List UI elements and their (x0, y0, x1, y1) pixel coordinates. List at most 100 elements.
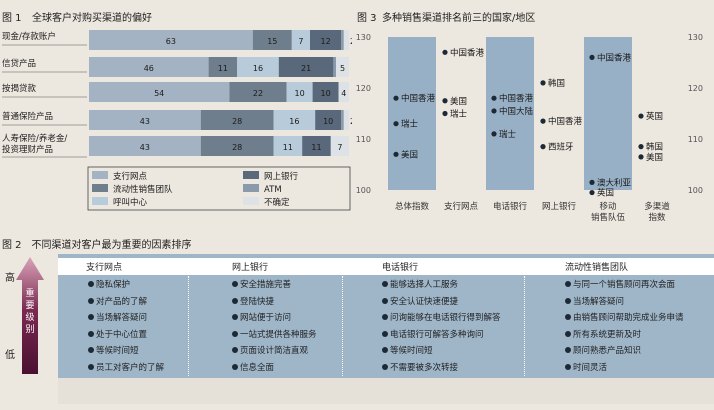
fig1-bar-segment (310, 30, 342, 50)
fig3-point-label: 韩国 (646, 142, 663, 153)
fig1-bar-segment (200, 136, 274, 156)
fig1-bar-segment (89, 110, 201, 130)
fig3-point (540, 118, 546, 124)
fig1-bar-segment (237, 57, 279, 77)
fig1-value-label: 16 (253, 64, 263, 73)
factor-item: 顾问熟悉产品知识 (565, 343, 684, 360)
importance-axis-char: 别 (25, 324, 34, 335)
fig1-bar-segment (338, 82, 349, 102)
fig3-point (638, 144, 644, 150)
fig1-legend-label: 不确定 (264, 197, 290, 208)
fig1-bar-segment (208, 57, 238, 77)
fig1-value-label: 7 (298, 37, 303, 46)
bullet-icon (565, 297, 571, 304)
factor-item-text: 网站便于访问 (240, 313, 292, 323)
fig3-point-label: 美国 (646, 152, 663, 163)
fig3-point (540, 144, 546, 150)
factor-item: 时间灵活 (565, 360, 684, 377)
fig1-value-label: 10 (321, 89, 331, 98)
fig2-title: 不同渠道对客户最为重要的因素排序 (31, 240, 192, 251)
col-header-phone: 电话银行 (382, 263, 419, 273)
fig3-x-label: 移动 (599, 201, 617, 212)
fig3-point-label: 澳大利亚 (597, 177, 632, 188)
factor-item-text: 与同一个销售顾问再次会面 (573, 280, 676, 290)
fig1-category-label: 投资理财产品 (2, 144, 53, 155)
factor-item-text: 安全认证快速便捷 (390, 296, 459, 307)
fig1-bar-segment (273, 136, 303, 156)
bullet-icon (88, 330, 94, 337)
fig3-point-label: 韩国 (548, 78, 565, 89)
factor-item-text: 能够选择人工服务 (390, 280, 459, 290)
factor-table-header: 支行网点 网上银行 电话银行 流动性销售团队 (58, 258, 714, 275)
bullet-icon (88, 297, 94, 304)
bullet-icon (382, 347, 388, 353)
fig1-bar-segment (89, 57, 209, 77)
bullet-icon (382, 281, 388, 287)
bullet-icon (232, 330, 238, 337)
fig3-right-tick: 130 (688, 33, 703, 42)
fig3-point-label: 中国大陆 (499, 106, 534, 117)
fig1-value-label: 10 (323, 117, 333, 126)
importance-high-label: 高 (5, 271, 15, 284)
bullet-icon (382, 297, 388, 304)
fig3-highlight-column (584, 37, 632, 190)
factor-item: 隐私保护 (88, 277, 164, 294)
fig3-x-label: 指数 (648, 212, 666, 223)
fig3-point-label: 英国 (597, 188, 614, 199)
fig3-point-label: 美国 (401, 149, 418, 160)
factor-item: 处于中心位置 (88, 327, 164, 344)
bullet-icon (382, 314, 388, 320)
fig1-value-label: 28 (232, 117, 242, 126)
factor-table-panel: 支行网点 网上银行 电话银行 流动性销售团队 隐私保护 对产品的了解 当场解答疑问处… (58, 254, 714, 378)
fig3-point-label: 中国香港 (548, 116, 583, 127)
figure-2-factor-table: 高 低 重要级别 支行网点 网上银行 电话银行 流动性销售团队 隐私保护 对产品的… (0, 254, 714, 410)
factor-item-text: 所有系统更新及时 (573, 329, 642, 340)
fig1-value-label: 43 (140, 143, 150, 152)
fig1-bar-segment (343, 110, 349, 130)
bullet-icon (232, 281, 238, 287)
fig1-category-label: 信贷产品 (2, 58, 36, 69)
fig1-legend-swatch (243, 197, 259, 205)
bullet-icon (565, 363, 571, 370)
fig1-value-label: 5 (340, 64, 345, 73)
fig1-value-label: 10 (295, 89, 305, 98)
fig1-value-label: 43 (140, 117, 150, 126)
fig1-category-label: 现金/存款账户 (2, 31, 56, 42)
fig3-point (491, 131, 497, 137)
importance-axis-char: 重 (25, 287, 34, 299)
fig3-left-tick: 130 (356, 33, 371, 42)
fig3-number: 图 3 (357, 12, 377, 24)
bullet-icon (88, 347, 94, 353)
factor-item: 网站便于访问 (232, 310, 317, 327)
fig1-bar-segment (278, 57, 334, 77)
factor-item: 当场解答疑问 (565, 294, 684, 311)
factor-item: 问询能够在电话银行得到解答 (382, 310, 501, 327)
fig1-title: 全球客户对购买渠道的偏好 (32, 11, 152, 24)
fig3-highlight-column (388, 37, 436, 190)
fig3-right-tick: 120 (688, 84, 703, 93)
col-divider (342, 276, 343, 376)
fig1-number: 图 1 (2, 12, 22, 24)
factor-item: 与同一个销售顾问再次会面 (565, 277, 684, 294)
factor-item: 信息全面 (232, 360, 317, 377)
factor-item: 对产品的了解 (88, 294, 164, 311)
fig3-point (638, 154, 644, 160)
fig1-value-label: 21 (301, 64, 311, 73)
bullet-icon (565, 281, 571, 287)
fig3-point (393, 121, 399, 127)
fig3-point (442, 49, 448, 55)
fig3-title: 多种销售渠道排名前三的国家/地区 (382, 11, 535, 24)
fig1-bar-segment (89, 136, 201, 156)
factor-item-text: 不需要被多次转接 (390, 362, 459, 373)
fig1-value-label: 63 (166, 37, 176, 46)
fig3-point (393, 95, 399, 101)
factor-item: 安全认证快速便捷 (382, 294, 501, 311)
factor-item: 安全措施完善 (232, 277, 317, 294)
fig1-value-label: 16 (289, 117, 299, 126)
col-divider (188, 276, 189, 376)
fig3-point (589, 189, 595, 196)
fig3-left-tick: 120 (356, 84, 371, 93)
bullet-icon (232, 363, 238, 370)
fig3-point-label: 瑞士 (450, 109, 468, 120)
